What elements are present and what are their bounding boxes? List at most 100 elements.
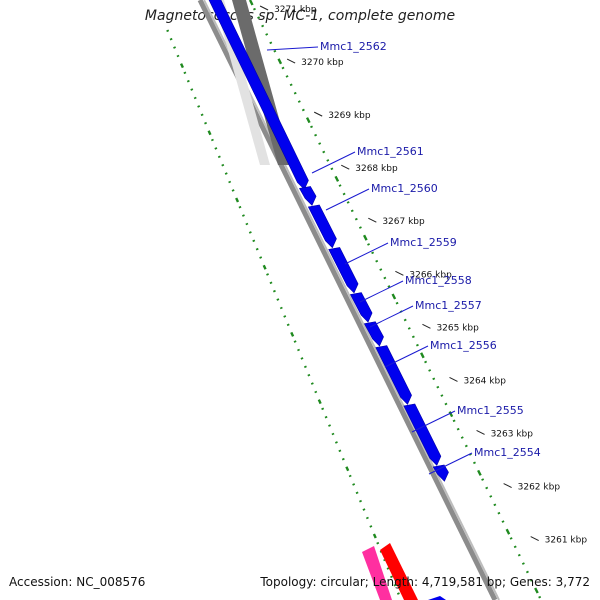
gc-skew-mark [348, 474, 352, 478]
gene-arrow [298, 186, 317, 206]
outer-track-mark [253, 7, 256, 11]
gc-skew-mark [269, 281, 273, 285]
outer-track-mark [322, 150, 326, 154]
gene-leader-line [359, 280, 404, 303]
outer-track-mark [301, 108, 305, 112]
tick-label: 3268 kbp [355, 164, 398, 174]
gc-skew-mark [221, 163, 225, 167]
gene-leader-line [325, 188, 370, 211]
tick-label: 3261 kbp [545, 536, 588, 546]
gc-skew-mark [204, 121, 207, 125]
gene-arrow [403, 403, 442, 466]
gc-skew-mark [207, 130, 212, 136]
outer-track-mark [456, 427, 460, 431]
gc-skew-mark [359, 499, 362, 503]
outer-track-mark [281, 66, 285, 70]
outer-track-mark [265, 33, 269, 36]
outer-track-mark [383, 276, 387, 280]
outer-track-mark [477, 469, 482, 476]
gc-skew-mark [217, 155, 221, 159]
outer-track-mark [297, 100, 301, 103]
gc-skew-mark [286, 323, 290, 327]
outer-track-mark [354, 217, 358, 221]
outer-track-mark [538, 595, 542, 599]
gene-label: Mmc1_2557 [415, 299, 482, 312]
gc-skew-mark [331, 432, 335, 436]
outer-track-mark [293, 91, 297, 95]
outer-track-mark [334, 175, 340, 182]
gc-skew-mark [365, 516, 369, 520]
tick-label: 3262 kbp [518, 483, 561, 493]
outer-track-mark [350, 209, 354, 213]
gc-skew-mark [390, 575, 393, 579]
gc-skew-mark [197, 105, 201, 108]
outer-track-mark [415, 343, 419, 347]
gene-arrow [432, 464, 449, 482]
gc-skew-mark [166, 29, 170, 33]
gene-arrow [208, 0, 309, 190]
gc-skew-mark [307, 373, 311, 377]
tick-mark [422, 323, 431, 329]
outer-track-mark [375, 259, 379, 263]
gene-label: Mmc1_2556 [430, 339, 497, 352]
gene-leader-line [428, 452, 473, 475]
gene-arrow [349, 292, 373, 323]
gc-skew-mark [279, 306, 283, 310]
gene-arrow [375, 345, 412, 405]
outer-track-mark [358, 226, 362, 229]
gc-skew-mark [228, 180, 232, 184]
gc-skew-mark [290, 331, 295, 337]
outer-track-mark [525, 570, 529, 574]
tick-label: 3267 kbp [382, 217, 425, 227]
gc-skew-mark [386, 567, 390, 570]
gc-skew-mark [190, 88, 194, 91]
gc-skew-mark [300, 357, 304, 360]
gc-skew-mark [235, 197, 240, 203]
outer-track-mark [387, 285, 391, 288]
gc-skew-mark [303, 365, 307, 369]
tick-label: 3270 kbp [301, 58, 344, 68]
outer-track-mark [314, 133, 318, 137]
outer-track-mark [318, 142, 322, 145]
gc-skew-mark [193, 96, 197, 100]
gc-skew-mark [231, 189, 235, 192]
tick-mark [259, 5, 269, 11]
gene-leader-line [266, 46, 319, 51]
outer-track-mark [420, 352, 425, 359]
outer-track-mark [289, 83, 293, 87]
tick-label: 3271 kbp [274, 5, 317, 15]
gc-skew-mark [176, 54, 180, 58]
gc-skew-mark [179, 63, 184, 69]
gene-labels: Mmc1_2562 Mmc1_2561 Mmc1_2560 Mmc1_2559 Mmc1… [266, 40, 541, 475]
gc-skew-mark [252, 239, 256, 243]
outer-track-mark [432, 377, 436, 381]
gene-arrow [307, 204, 337, 249]
gc-skew-mark [214, 147, 218, 150]
gene-label: Mmc1_2562 [320, 40, 387, 53]
outer-track-mark [509, 537, 513, 540]
gene-arrow [363, 321, 384, 347]
gc-skew-mark [383, 558, 387, 562]
outer-track-mark [338, 184, 342, 187]
outer-track-mark [342, 192, 346, 196]
outer-track-mark [485, 486, 489, 490]
gene-label: Mmc1_2561 [357, 145, 424, 158]
tick-mark [449, 376, 458, 382]
red-feature [380, 543, 418, 600]
gc-skew-mark [310, 382, 314, 385]
gc-skew-mark [317, 399, 322, 405]
outer-track-mark [534, 587, 539, 594]
outer-track-mark [513, 545, 517, 549]
feature-track [208, 0, 449, 600]
outer-dotted-track [248, 0, 542, 599]
gc-skew-mark [321, 407, 325, 411]
gc-skew-mark [314, 390, 318, 394]
tick-label: 3266 kbp [409, 270, 452, 280]
gc-skew-mark [396, 592, 400, 595]
tick-label: 3265 kbp [436, 323, 479, 333]
gc-skew-mark [224, 172, 228, 175]
gene-label: Mmc1_2555 [457, 404, 524, 417]
pink-feature [362, 546, 392, 600]
gene-leader-line [411, 410, 456, 433]
tick-mark [503, 483, 512, 488]
